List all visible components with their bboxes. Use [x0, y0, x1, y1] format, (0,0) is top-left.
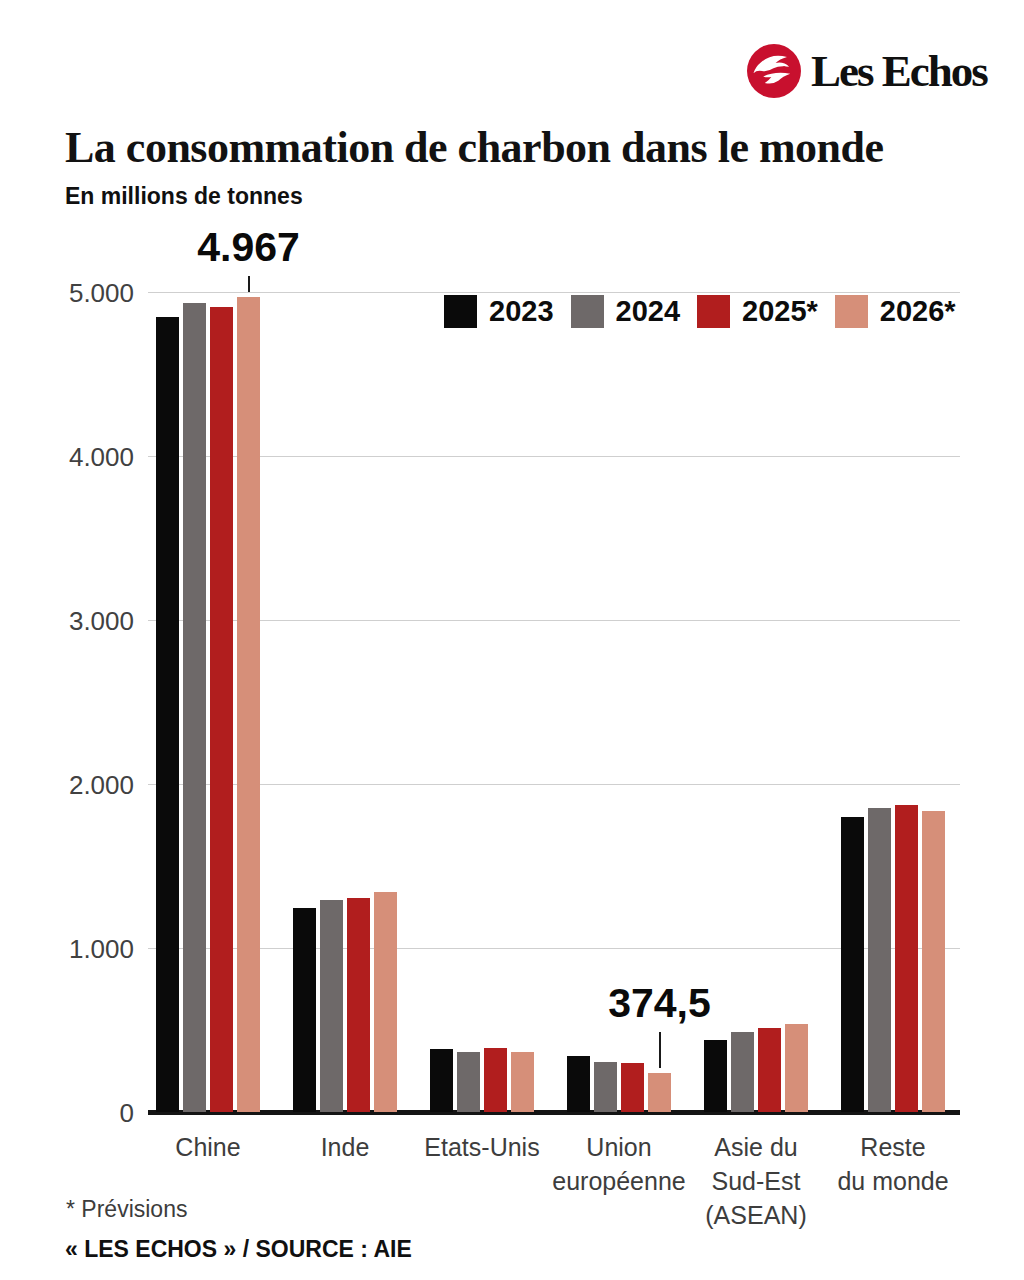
annotation-pointer — [248, 276, 250, 292]
legend-label: 2023 — [489, 295, 554, 328]
chart-subtitle: En millions de tonnes — [65, 183, 303, 210]
bar-Etats-Unis-2024 — [457, 1052, 480, 1112]
bar-Chine-2024 — [183, 303, 206, 1112]
bar-Etats-Unis-2025* — [484, 1048, 507, 1112]
bar-Reste du monde-2024 — [868, 808, 891, 1112]
legend-item-2025*: 2025* — [697, 295, 818, 328]
bar-Inde-2024 — [320, 900, 343, 1112]
y-tick-label: 0 — [30, 1098, 134, 1129]
bar-Chine-2023 — [156, 317, 179, 1112]
source-credit: « LES ECHOS » / SOURCE : AIE — [65, 1236, 412, 1263]
legend-item-2026*: 2026* — [835, 295, 956, 328]
bar-Inde-2023 — [293, 908, 316, 1112]
bar-Asie du Sud-Est (ASEAN)-2024 — [731, 1032, 754, 1112]
annotation-pointer — [659, 1032, 661, 1068]
legend-swatch-2024 — [571, 295, 604, 328]
bar-Reste du monde-2025* — [895, 805, 918, 1112]
les-echos-coal-chart-page: Les Echos La consommation de charbon dan… — [0, 0, 1024, 1280]
category-label: Inde — [321, 1130, 370, 1164]
gridline-4000 — [148, 456, 960, 457]
y-tick-label: 1.000 — [30, 934, 134, 965]
annotation-value: 4.967 — [197, 224, 300, 271]
legend-item-2023: 2023 — [444, 295, 554, 328]
gridline-3000 — [148, 620, 960, 621]
chart-legend: 2023 2024 2025* 2026* — [444, 295, 956, 328]
legend-swatch-2023 — [444, 295, 477, 328]
bar-Asie du Sud-Est (ASEAN)-2025* — [758, 1028, 781, 1112]
footnote: * Prévisions — [66, 1196, 187, 1223]
bar-Inde-2026* — [374, 892, 397, 1112]
bar-Union européenne-2026* — [648, 1073, 671, 1112]
legend-swatch-2026* — [835, 295, 868, 328]
les-echos-bird-icon — [747, 44, 801, 98]
gridline-5000 — [148, 292, 960, 293]
bar-Chine-2025* — [210, 307, 233, 1112]
y-tick-label: 5.000 — [30, 278, 134, 309]
bar-Inde-2025* — [347, 898, 370, 1112]
bar-Reste du monde-2026* — [922, 811, 945, 1112]
les-echos-logo: Les Echos — [747, 44, 987, 98]
bar-Chine-2026* — [237, 297, 260, 1112]
gridline-2000 — [148, 784, 960, 785]
bar-Union européenne-2024 — [594, 1062, 617, 1112]
bar-Reste du monde-2023 — [841, 817, 864, 1112]
x-axis-baseline — [148, 1110, 960, 1115]
bar-Asie du Sud-Est (ASEAN)-2023 — [704, 1040, 727, 1112]
bar-Etats-Unis-2023 — [430, 1049, 453, 1112]
annotation-value: 374,5 — [608, 980, 711, 1027]
chart-title: La consommation de charbon dans le monde — [65, 122, 965, 173]
bar-Etats-Unis-2026* — [511, 1052, 534, 1112]
brand-name: Les Echos — [811, 45, 987, 97]
bar-Union européenne-2025* — [621, 1063, 644, 1112]
gridline-1000 — [148, 948, 960, 949]
y-tick-label: 3.000 — [30, 606, 134, 637]
legend-label: 2026* — [880, 295, 956, 328]
legend-item-2024: 2024 — [571, 295, 681, 328]
legend-swatch-2025* — [697, 295, 730, 328]
legend-label: 2025* — [742, 295, 818, 328]
category-label: Restedu monde — [837, 1130, 948, 1198]
category-label: Asie duSud-Est(ASEAN) — [705, 1130, 806, 1232]
y-tick-label: 2.000 — [30, 770, 134, 801]
category-label: Etats-Unis — [424, 1130, 539, 1164]
bar-Union européenne-2023 — [567, 1056, 590, 1112]
category-label: Chine — [175, 1130, 240, 1164]
y-tick-label: 4.000 — [30, 442, 134, 473]
legend-label: 2024 — [616, 295, 681, 328]
bar-Asie du Sud-Est (ASEAN)-2026* — [785, 1024, 808, 1112]
category-label: Unioneuropéenne — [552, 1130, 685, 1198]
